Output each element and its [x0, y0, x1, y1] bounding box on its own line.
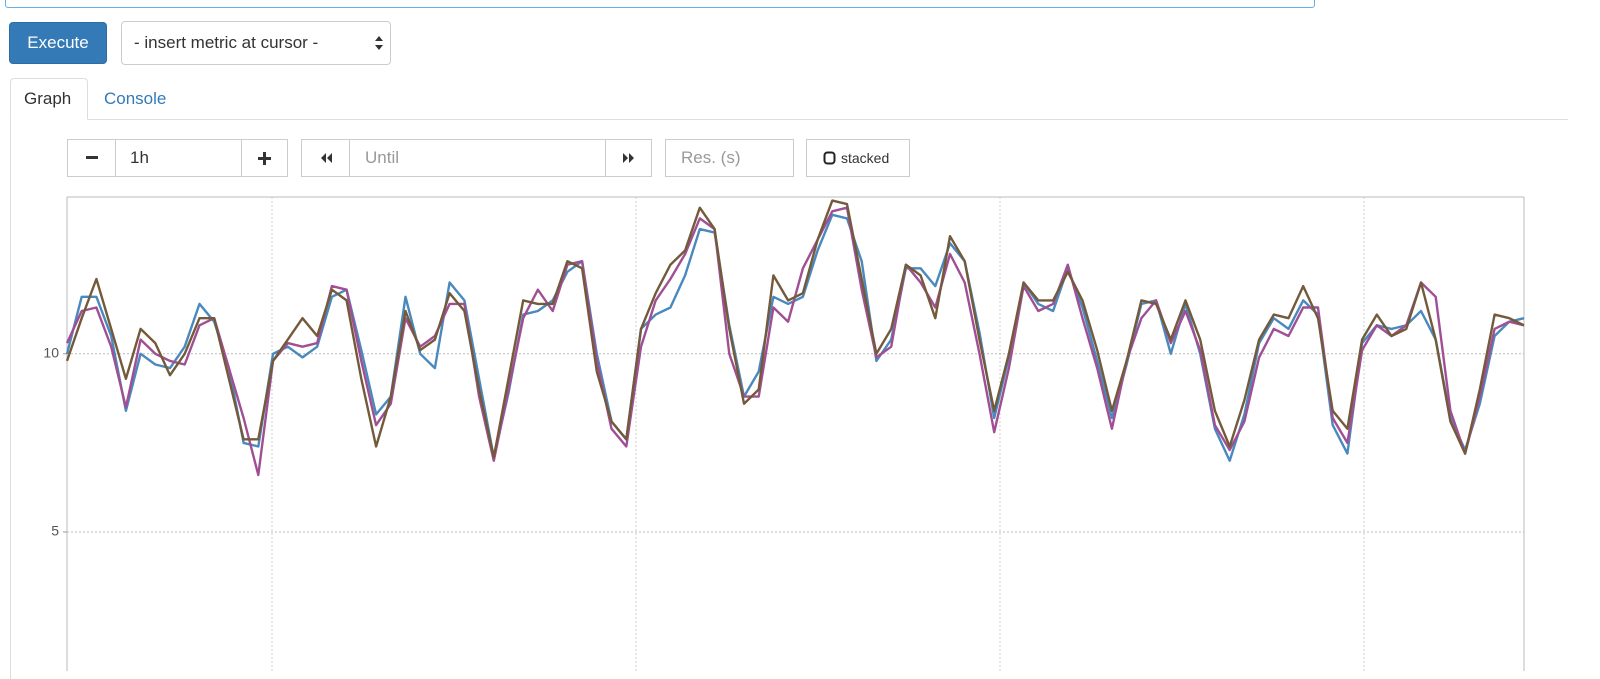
panel-border	[10, 119, 11, 679]
resolution-placeholder: Res. (s)	[681, 148, 741, 167]
range-value: 1h	[130, 148, 149, 167]
until-placeholder: Until	[365, 148, 400, 167]
forward-button[interactable]	[605, 139, 652, 177]
range-plus[interactable]	[241, 139, 288, 177]
chart: 5 10	[43, 196, 1525, 671]
tab-rule	[87, 119, 1568, 120]
stacked-button[interactable]: stacked	[806, 139, 910, 177]
back-icon	[320, 153, 332, 163]
metric-select[interactable]: - insert metric at cursor -	[121, 21, 391, 65]
range-input[interactable]: 1h	[115, 139, 242, 177]
series-line	[65, 213, 1525, 462]
plot-frame	[66, 196, 1525, 671]
forward-icon	[622, 153, 634, 163]
plot-border	[66, 196, 1525, 671]
until-input[interactable]: Until	[349, 139, 606, 177]
y-tick-label: 10	[43, 345, 59, 361]
plus-icon	[258, 151, 271, 165]
resolution-input[interactable]: Res. (s)	[665, 139, 794, 177]
metric-select-text: - insert metric at cursor -	[134, 33, 319, 52]
console-tab[interactable]: Console	[104, 89, 167, 108]
series-line	[65, 199, 1525, 459]
back-button[interactable]	[301, 139, 350, 177]
vertical-grid	[271, 197, 1365, 671]
stacked-icon	[823, 151, 836, 165]
expression-input[interactable]	[5, 0, 1315, 8]
range-minus[interactable]	[67, 139, 116, 177]
minus-icon	[85, 156, 98, 159]
y-tick-label: 5	[51, 523, 59, 539]
select-arrows	[375, 36, 383, 50]
graph-tab[interactable]: Graph	[10, 78, 88, 120]
series-line	[65, 206, 1525, 477]
execute-button[interactable]: Execute	[9, 22, 107, 64]
stacked-label: stacked	[841, 150, 890, 166]
